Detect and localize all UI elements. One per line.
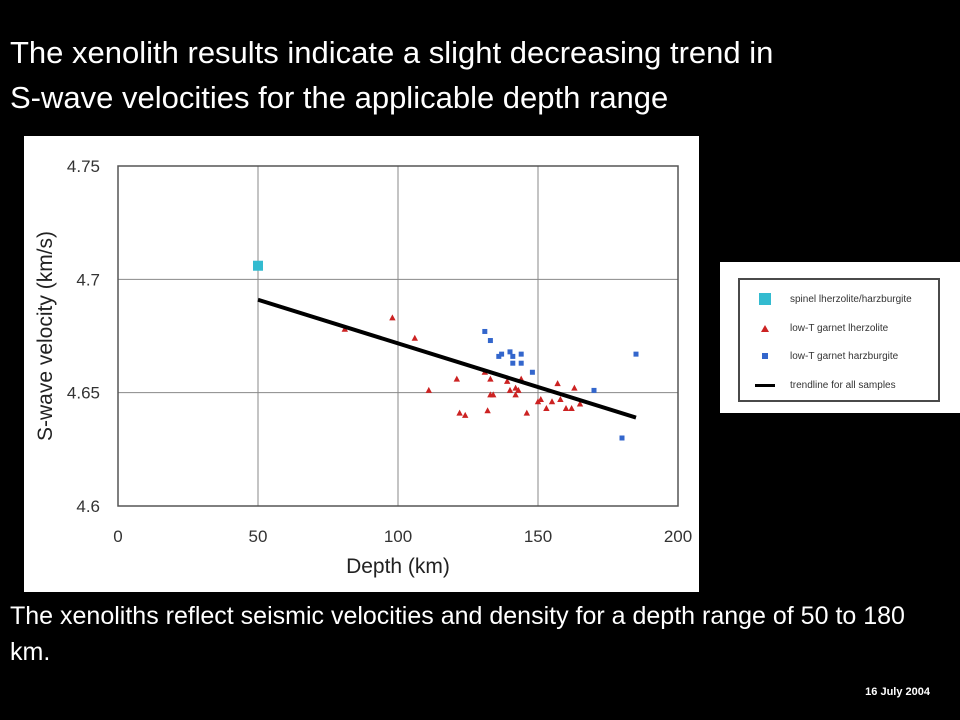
legend-entry: low-T garnet harzburgite [754, 347, 898, 365]
data-point-garnet-lherzolite [512, 384, 519, 391]
legend-entry: spinel lherzolite/harzburgite [754, 290, 912, 308]
y-tick-label: 4.6 [76, 497, 100, 516]
slide-title: The xenolith results indicate a slight d… [10, 30, 950, 120]
data-point-garnet-lherzolite [506, 386, 514, 393]
y-tick-label: 4.65 [67, 384, 100, 403]
x-tick-label: 0 [113, 527, 122, 546]
data-point-garnet-harzburgite [619, 435, 625, 441]
chart-legend-panel: spinel lherzolite/harzburgite low-T garne… [720, 262, 960, 413]
data-point-garnet-harzburgite [482, 328, 488, 334]
data-point-garnet-lherzolite [548, 398, 556, 405]
data-point-garnet-lherzolite [543, 405, 550, 412]
y-tick-label: 4.75 [67, 157, 100, 176]
data-point-garnet-harzburgite [518, 360, 524, 366]
data-point-garnet-lherzolite [571, 384, 578, 391]
data-point-garnet-harzburgite [591, 387, 597, 393]
data-point-garnet-lherzolite [490, 391, 497, 398]
chart-legend: spinel lherzolite/harzburgite low-T garne… [738, 278, 940, 402]
slide-title-line-2: S-wave velocities for the applicable dep… [10, 80, 669, 115]
data-point-garnet-lherzolite [568, 405, 575, 412]
data-point-garnet-lherzolite [576, 400, 584, 407]
data-point-garnet-lherzolite [515, 386, 522, 393]
data-point-garnet-lherzolite [456, 409, 463, 416]
data-point-garnet-harzburgite [510, 360, 516, 366]
data-point-garnet-harzburgite [633, 351, 639, 357]
data-point-garnet-lherzolite [504, 377, 511, 384]
chart-svg: 0 50 100 150 200 4.6 4.65 4.7 4.75 Depth (km) S-wa… [34, 157, 692, 578]
data-point-garnet-harzburgite [499, 351, 505, 357]
data-point-garnet-lherzolite [557, 395, 564, 402]
legend-label: spinel lherzolite/harzburgite [790, 293, 912, 305]
data-point-garnet-lherzolite [453, 375, 460, 382]
data-point-garnet-lherzolite [425, 386, 432, 393]
data-point-garnet-harzburgite [510, 353, 516, 359]
data-point-spinel [253, 260, 263, 271]
slide-body-text: The xenoliths reflect seismic velocities… [10, 602, 905, 666]
data-point-garnet-lherzolite [562, 405, 570, 412]
legend-entry: low-T garnet lherzolite [754, 319, 888, 337]
data-point-garnet-lherzolite [389, 314, 396, 321]
data-point-garnet-lherzolite [462, 411, 469, 418]
x-tick-label: 200 [664, 527, 692, 546]
data-point-garnet-harzburgite [529, 369, 535, 375]
legend-symbol-icon [754, 347, 776, 365]
legend-entry: trendline for all samples [754, 376, 896, 394]
y-axis-label: S-wave velocity (km/s) [34, 231, 57, 441]
data-point-garnet-lherzolite [523, 409, 530, 416]
legend-symbol-icon [754, 319, 776, 337]
data-point-garnet-harzburgite [507, 349, 513, 355]
y-tick-label: 4.7 [76, 270, 100, 289]
data-point-garnet-lherzolite [554, 380, 561, 387]
data-point-garnet-lherzolite [411, 334, 418, 341]
scatter-chart: 0 50 100 150 200 4.6 4.65 4.7 4.75 Depth (km) S-wa… [24, 136, 699, 592]
plot-frame [117, 165, 679, 507]
trendline [257, 297, 637, 420]
data-point-garnet-lherzolite [512, 391, 519, 398]
legend-label: low-T garnet lherzolite [790, 322, 889, 334]
legend-label: low-T garnet harzburgite [790, 350, 899, 362]
legend-symbol-icon [754, 376, 776, 394]
slide-title-line-1: The xenolith results indicate a slight d… [10, 35, 774, 70]
data-point-garnet-harzburgite [518, 351, 524, 357]
data-point-garnet-lherzolite [484, 407, 491, 414]
legend-label: trendline for all samples [790, 379, 896, 391]
data-point-garnet-harzburgite [496, 353, 502, 359]
x-tick-label: 150 [524, 527, 552, 546]
x-tick-label: 100 [384, 527, 412, 546]
data-point-garnet-lherzolite [537, 395, 544, 402]
x-tick-label: 50 [249, 527, 268, 546]
x-axis-label: Depth (km) [346, 555, 450, 578]
data-point-garnet-harzburgite [487, 338, 493, 344]
data-point-garnet-lherzolite [487, 375, 494, 382]
legend-symbol-icon [754, 290, 776, 308]
slide-date: 16 July 2004 [865, 686, 930, 698]
